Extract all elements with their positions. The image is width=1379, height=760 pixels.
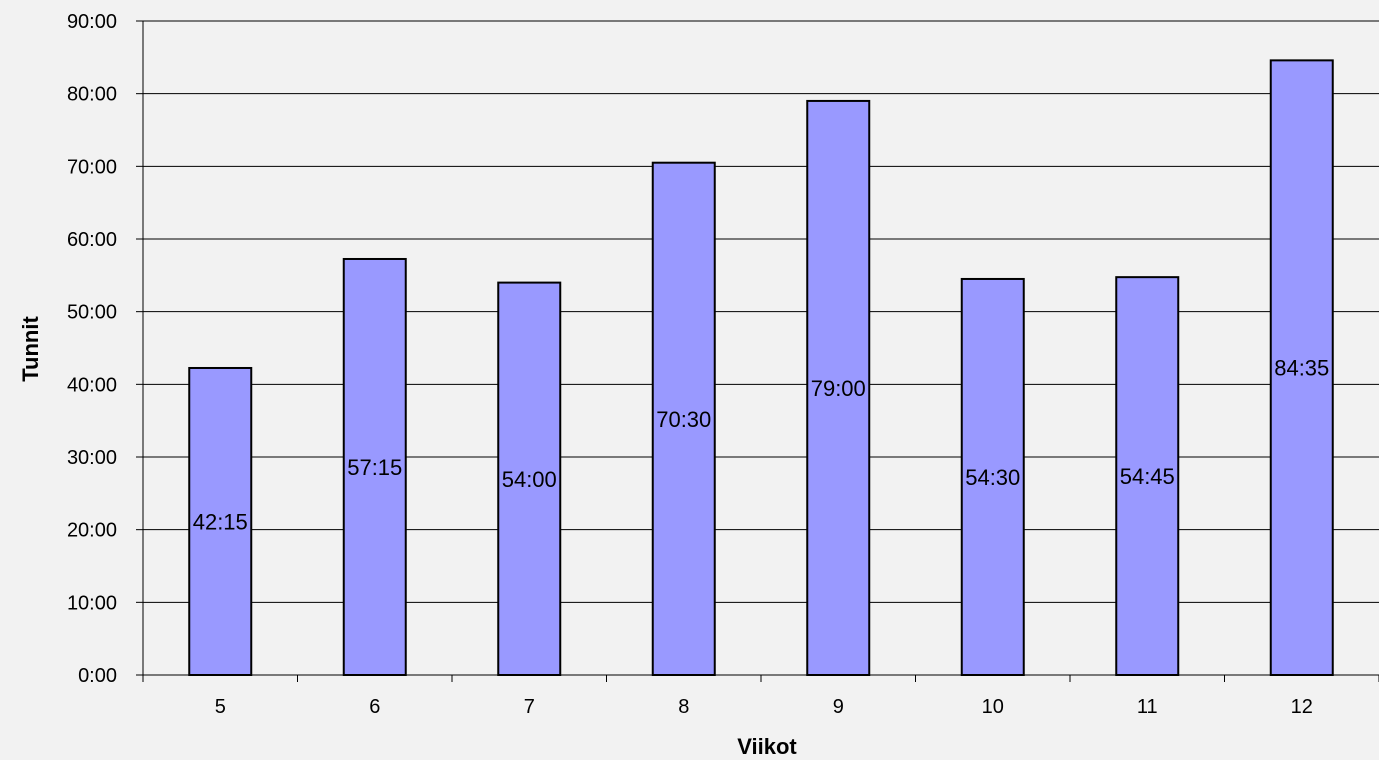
data-label: 54:30 [965,465,1020,490]
y-tick-label: 80:00 [67,84,117,106]
x-tick-label: 5 [215,696,226,718]
y-tick-label: 10:00 [67,592,117,614]
x-tick-label: 9 [833,696,844,718]
x-axis-title: Viikot [737,734,797,759]
bar-week-11 [1115,276,1180,676]
data-label: 54:00 [502,467,557,492]
y-tick-label: 30:00 [67,447,117,469]
data-label: 84:35 [1274,356,1329,381]
x-tick-label: 11 [1137,696,1158,718]
y-tick-label: 40:00 [67,374,117,396]
y-tick-label: 0:00 [78,665,117,687]
bar-week-12 [1269,59,1334,677]
x-tick-label: 7 [524,696,535,718]
y-tick-labels: 0:00 10:00 20:00 30:00 40:00 50:00 60:00 70:00 8… [67,11,117,687]
x-tick-label: 6 [369,696,380,718]
data-label: 42:15 [193,509,248,534]
data-labels: 42:15 57:15 54:00 70:30 79:00 54:30 54:45 84:35 [193,356,1330,535]
y-tick-label: 60:00 [67,229,117,251]
x-tick-labels: 5 6 7 8 9 10 11 12 [215,696,1313,718]
y-tick-label: 20:00 [67,520,117,542]
x-tick-label: 10 [982,696,1004,718]
bar-week-10 [960,277,1025,676]
data-label: 79:00 [811,376,866,401]
y-tick-label: 50:00 [67,302,117,324]
bar-week-5 [188,366,253,676]
y-axis-title: Tunnit [18,316,43,382]
axes [136,20,1379,682]
y-tick-label: 90:00 [67,11,117,33]
gridlines [143,20,1379,603]
data-label: 54:45 [1120,464,1175,489]
data-label: 57:15 [347,455,402,480]
x-tick-label: 12 [1291,696,1313,718]
data-label: 70:30 [656,407,711,432]
bars [188,59,1334,677]
x-tick-label: 8 [678,696,689,718]
y-tick-label: 70:00 [67,156,117,178]
